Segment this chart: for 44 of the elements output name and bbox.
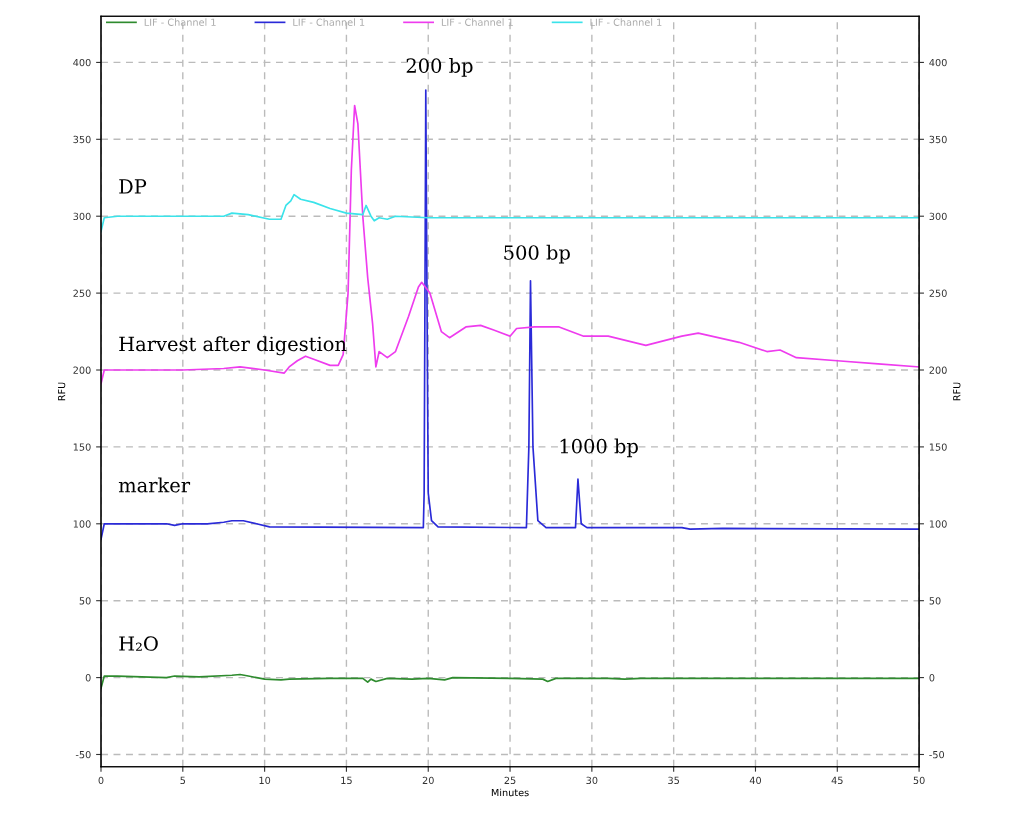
y-tick-label: -50 [75,750,91,759]
annotation: DP [119,179,147,194]
x-axis-title: Minutes [491,788,529,797]
annotation: 1000 bp [560,438,638,458]
y2-tick-label: 300 [929,212,947,221]
x-tick-label: 5 [180,776,186,785]
annotation: H₂O [119,636,158,651]
x-tick-label: 50 [913,776,925,785]
annotation: 200 bp [406,57,473,77]
x-tick-label: 35 [668,776,680,785]
y-tick-label: 350 [73,135,91,144]
legend-label: LIF - Channel 1 [590,18,662,26]
y-tick-label: 200 [73,366,91,374]
x-tick-label: 45 [831,776,843,785]
y2-tick-label: 50 [929,597,941,605]
y2-tick-label: 150 [929,443,947,451]
x-tick-label: 15 [341,776,352,785]
y2-tick-label: 400 [929,58,947,67]
legend-label: LIF - Channel 1 [144,18,216,26]
annotation: 500 bp [504,244,570,264]
y-tick-label: 250 [73,289,91,297]
legend-label: LIF - Channel 1 [441,18,513,26]
y-tick-label: 100 [73,520,91,528]
y-tick-label: 300 [73,212,91,221]
legend-label: LIF - Channel 1 [293,18,365,26]
x-tick-label: 0 [98,776,104,785]
y2-tick-label: 0 [929,674,935,682]
y-tick-label: 50 [79,597,91,605]
y-tick-label: 400 [73,58,91,67]
y2-tick-label: 350 [929,135,947,144]
y-axis-title: RFU [58,382,66,401]
y2-tick-label: 100 [929,520,947,528]
y-tick-label: 150 [73,443,91,451]
x-tick-label: 10 [259,776,271,785]
y2-tick-label: 250 [929,289,947,297]
y2-tick-label: 200 [929,366,947,374]
x-tick-label: 30 [586,776,598,785]
x-tick-label: 20 [422,776,434,785]
y2-axis-title: RFU [953,382,961,401]
x-tick-label: 25 [504,776,516,785]
y-tick-label: 0 [85,674,91,682]
x-tick-label: 40 [749,776,762,785]
y2-tick-label: -50 [929,750,945,759]
annotation: marker [118,477,191,493]
